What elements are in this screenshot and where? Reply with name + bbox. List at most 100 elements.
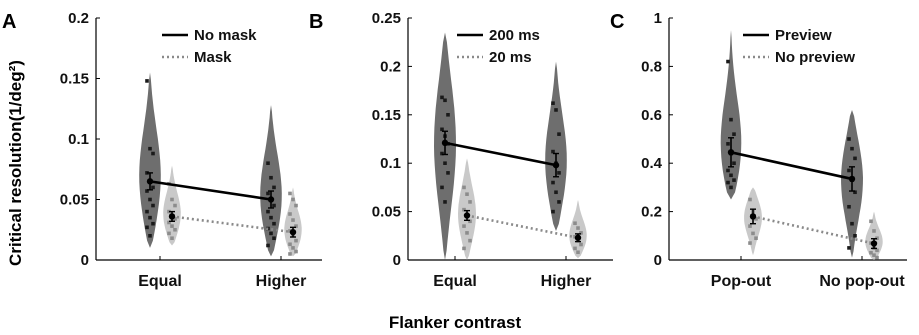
y-tick-label: 0: [393, 252, 401, 269]
data-point: [173, 227, 177, 232]
data-point: [288, 242, 292, 247]
data-point: [754, 236, 758, 241]
data-point: [148, 215, 152, 220]
violin: [458, 158, 476, 260]
data-point: [148, 234, 152, 238]
data-point: [266, 243, 270, 248]
data-point: [468, 219, 472, 224]
panel-a: A 0 0.05 0.1 0.15 0.2 Equal Higher No mask Mask: [2, 10, 322, 290]
data-point: [170, 197, 174, 202]
data-point: [872, 253, 876, 257]
data-point: [726, 59, 730, 64]
data-point: [440, 151, 444, 156]
data-point: [748, 224, 752, 228]
data-point: [869, 250, 873, 255]
legend-label: Mask: [194, 49, 232, 66]
data-point: [167, 220, 171, 225]
legend-label: No preview: [775, 49, 855, 66]
x-tick-label: Equal: [138, 273, 182, 290]
violin: [163, 165, 181, 246]
panel-c: C 0 0.2 0.4 0.6 0.8 1 Pop-out No pop-out Preview N…: [610, 10, 907, 290]
data-point: [576, 250, 580, 255]
data-point: [729, 117, 733, 122]
x-tick-label: Equal: [433, 273, 477, 290]
y-tick-label: 0.4: [641, 155, 663, 172]
data-point: [145, 209, 149, 214]
mean-marker: [848, 175, 856, 183]
data-point: [291, 246, 295, 250]
data-point: [875, 255, 879, 260]
data-point: [266, 209, 270, 214]
data-point: [732, 178, 736, 182]
series-mean-line: [730, 151, 853, 181]
data-point: [554, 108, 558, 112]
data-point: [847, 168, 851, 173]
data-point: [847, 246, 851, 250]
legend-label: No mask: [194, 27, 257, 44]
data-point: [269, 215, 273, 220]
mean-marker: [168, 213, 176, 220]
x-tick-label: No pop-out: [819, 273, 905, 290]
data-point: [266, 161, 270, 165]
data-point: [145, 189, 149, 193]
data-point: [440, 185, 444, 190]
data-point: [266, 191, 270, 196]
data-point: [853, 234, 857, 238]
data-point: [573, 221, 577, 226]
data-point: [272, 203, 276, 208]
data-point: [443, 98, 447, 103]
data-point: [145, 79, 149, 83]
data-point: [551, 209, 555, 214]
data-point: [726, 180, 730, 185]
y-axis-title: Critical resolution(1/deg²): [6, 60, 25, 266]
y-tick-label: 0.15: [372, 107, 401, 124]
violin: [545, 61, 567, 231]
legend-label: 200 ms: [489, 27, 540, 44]
data-point: [579, 231, 583, 235]
panel-letter: A: [2, 11, 16, 33]
y-tick-label: 0.2: [68, 10, 89, 27]
data-point: [269, 231, 273, 236]
y-tick-label: 1: [654, 10, 662, 27]
data-point: [726, 168, 730, 173]
mean-marker: [267, 196, 275, 203]
panel-letter: C: [610, 11, 624, 33]
data-point: [173, 217, 177, 221]
data-point: [443, 161, 447, 165]
mean-marker: [870, 240, 878, 247]
data-point: [853, 190, 857, 195]
data-point: [729, 185, 733, 190]
data-point: [576, 226, 580, 230]
data-point: [269, 175, 273, 180]
data-point: [557, 132, 561, 136]
data-point: [294, 203, 298, 208]
y-tick-label: 0.2: [641, 204, 662, 221]
data-point: [148, 146, 152, 151]
data-point: [468, 200, 472, 204]
y-tick-label: 0.6: [641, 107, 662, 124]
data-point: [288, 212, 292, 216]
data-point: [847, 137, 851, 141]
data-point: [294, 249, 298, 254]
data-point: [754, 217, 758, 221]
data-point: [151, 203, 155, 208]
data-point: [446, 171, 450, 175]
data-point: [145, 225, 149, 230]
x-tick-label: Higher: [256, 273, 307, 290]
series-mean-line: [466, 214, 579, 240]
mean-marker: [574, 234, 582, 241]
violin: [865, 211, 883, 260]
data-point: [272, 236, 276, 241]
data-point: [465, 192, 469, 196]
data-point: [551, 149, 555, 154]
y-tick-label: 0.8: [641, 58, 662, 75]
data-point: [751, 231, 755, 236]
violin: [260, 105, 282, 257]
mean-marker: [146, 178, 154, 185]
data-point: [167, 231, 171, 236]
data-point: [173, 203, 177, 208]
mean-marker: [727, 149, 735, 156]
data-point: [462, 185, 466, 190]
data-point: [850, 221, 854, 226]
mean-marker: [441, 139, 449, 147]
